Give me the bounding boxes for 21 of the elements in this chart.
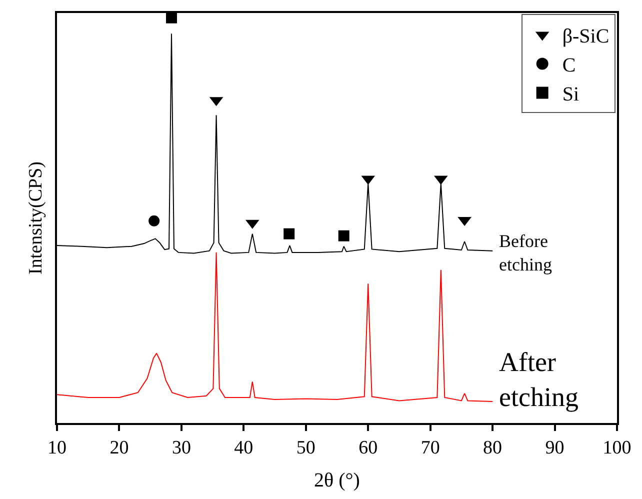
x-tick-label: 10 <box>48 438 66 459</box>
series-label: After etching <box>499 347 578 412</box>
x-tick-label: 70 <box>420 438 440 459</box>
point <box>284 228 295 240</box>
x-tick-label: 20 <box>110 438 129 459</box>
x-tick-label: 30 <box>172 438 191 459</box>
x-tick-label: 60 <box>358 438 378 459</box>
x-tick-label: 80 <box>483 438 502 459</box>
x-tick-label: 90 <box>545 438 564 459</box>
x-tick-label: 50 <box>296 438 316 459</box>
x-tick-label: 100 <box>602 438 632 459</box>
x-tick-label: 40 <box>234 438 254 459</box>
point <box>166 13 177 24</box>
point <box>148 215 160 226</box>
legend-label: Si <box>562 84 580 106</box>
legend-label: β-SiC <box>562 26 610 48</box>
legend-label: C <box>562 54 576 77</box>
x-axis-title: 2θ (°) <box>314 470 360 492</box>
y-axis-title: Intensity(CPS) <box>26 162 47 274</box>
series-label: Before etching <box>499 231 552 274</box>
point <box>338 230 350 242</box>
